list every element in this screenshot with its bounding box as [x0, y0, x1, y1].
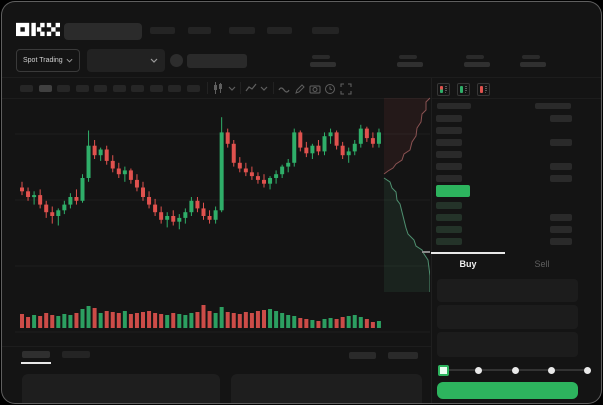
- orderbook-view-asks-icon[interactable]: [477, 83, 490, 96]
- slider-stop-dot[interactable]: [547, 367, 555, 374]
- candle-style-icon[interactable]: [212, 82, 224, 94]
- orderbook-row[interactable]: [436, 172, 572, 184]
- candles-series: [20, 117, 381, 230]
- orderbook-bids: [436, 199, 572, 247]
- orderbook-row[interactable]: [436, 199, 572, 211]
- active-tab-underline: [21, 362, 51, 364]
- pair-icon[interactable]: [170, 54, 183, 67]
- orderbook-row[interactable]: [436, 124, 572, 136]
- timeframe-button[interactable]: [57, 85, 70, 92]
- price-input[interactable]: [437, 279, 578, 302]
- okx-logo: [16, 22, 60, 38]
- amount-input[interactable]: [437, 305, 578, 329]
- ticker-stat: [520, 55, 546, 67]
- bottom-action-placeholder[interactable]: [349, 352, 376, 359]
- last-price-placeholder: [187, 54, 247, 68]
- section-divider: [2, 346, 431, 347]
- nav-item-placeholder[interactable]: [188, 27, 211, 34]
- nav-item-placeholder[interactable]: [267, 27, 292, 34]
- tab-sell[interactable]: Sell: [534, 259, 550, 269]
- timeframe-button[interactable]: [38, 85, 52, 92]
- buy-tab-indicator: [431, 252, 505, 254]
- orderbook-row[interactable]: [436, 211, 572, 223]
- nav-item-placeholder[interactable]: [150, 27, 175, 34]
- chevron-down-icon: [150, 58, 158, 63]
- chevron-down-icon[interactable]: [260, 86, 268, 91]
- price-chart[interactable]: [15, 97, 430, 347]
- orderbook-view-bids-icon[interactable]: [457, 83, 470, 96]
- depth-mid-tick: [422, 251, 430, 253]
- fullscreen-icon[interactable]: [340, 83, 352, 95]
- orderbook-row[interactable]: [436, 223, 572, 235]
- draw-pencil-icon[interactable]: [294, 83, 306, 95]
- ticker-stat: [397, 55, 423, 67]
- volume-series: [20, 305, 381, 328]
- orderbook-asks: [436, 112, 572, 184]
- bottom-tab[interactable]: [62, 351, 90, 358]
- toolbar-divider: [273, 82, 274, 94]
- slider-handle[interactable]: [438, 365, 449, 376]
- pair-select-dropdown[interactable]: [87, 49, 165, 72]
- orderbook-col-header-price: [437, 103, 471, 109]
- timeframe-button[interactable]: [168, 85, 181, 92]
- timeframe-button[interactable]: [94, 85, 107, 92]
- nav-item-placeholder[interactable]: [312, 27, 339, 34]
- bottom-panel-right[interactable]: [231, 374, 422, 403]
- orderbook-row[interactable]: [436, 148, 572, 160]
- toolbar-divider: [207, 82, 208, 94]
- bottom-action-placeholder[interactable]: [388, 352, 418, 359]
- orderbook-row[interactable]: [436, 136, 572, 148]
- camera-icon[interactable]: [309, 83, 321, 95]
- market-type-dropdown[interactable]: Spot Trading: [16, 49, 80, 72]
- chevron-down-icon: [66, 58, 73, 63]
- search-input[interactable]: [64, 23, 142, 40]
- orderbook-row[interactable]: [436, 160, 572, 172]
- toolbar-divider: [240, 82, 241, 94]
- nav-item-placeholder[interactable]: [229, 27, 255, 34]
- orderbook-col-header-total: [535, 103, 571, 109]
- bottom-panel-left[interactable]: [22, 374, 220, 403]
- chevron-down-icon[interactable]: [228, 86, 236, 91]
- buy-submit-button[interactable]: [437, 382, 578, 399]
- orderbook-view-combined-icon[interactable]: [437, 83, 450, 96]
- orderbook-row[interactable]: [436, 112, 572, 124]
- history-clock-icon[interactable]: [324, 83, 336, 95]
- timeframe-button[interactable]: [186, 85, 200, 92]
- bottom-tab-active[interactable]: [22, 351, 50, 358]
- last-price-bar[interactable]: [436, 185, 470, 197]
- amount-slider[interactable]: [438, 364, 591, 376]
- market-type-label: Spot Trading: [23, 57, 63, 64]
- slider-stop-dot[interactable]: [584, 367, 591, 374]
- total-input[interactable]: [437, 332, 578, 357]
- timeframe-button[interactable]: [75, 85, 89, 92]
- section-divider: [2, 77, 601, 78]
- panel-divider: [431, 78, 432, 403]
- orderbook-row[interactable]: [436, 235, 572, 247]
- indicators-icon[interactable]: [245, 82, 257, 94]
- depth-overlay: [383, 97, 430, 292]
- timeframe-button[interactable]: [20, 85, 33, 92]
- timeframe-button[interactable]: [149, 85, 163, 92]
- tab-buy[interactable]: Buy: [459, 259, 477, 269]
- ticker-stat: [310, 55, 336, 67]
- timeframe-button[interactable]: [131, 85, 144, 92]
- ticker-stat: [464, 55, 490, 67]
- timeframe-button[interactable]: [112, 85, 126, 92]
- line-chart-icon[interactable]: [278, 83, 290, 95]
- slider-stop-dot[interactable]: [511, 367, 519, 374]
- slider-stop-dot[interactable]: [475, 367, 483, 374]
- section-divider: [2, 98, 601, 99]
